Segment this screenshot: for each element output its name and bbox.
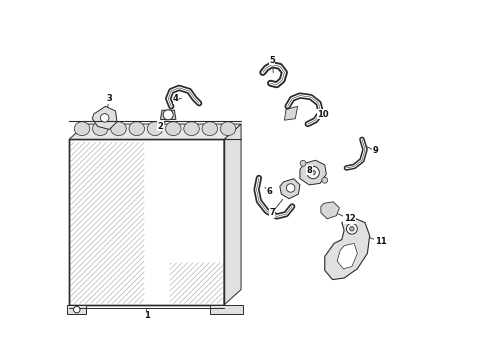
- Circle shape: [322, 177, 328, 183]
- Polygon shape: [337, 243, 357, 269]
- Circle shape: [307, 166, 319, 179]
- Polygon shape: [68, 305, 86, 314]
- Ellipse shape: [166, 122, 181, 136]
- Text: 3: 3: [106, 94, 112, 103]
- Text: 11: 11: [375, 237, 387, 246]
- Text: 5: 5: [269, 56, 275, 65]
- Text: 8: 8: [306, 166, 312, 175]
- Polygon shape: [224, 124, 241, 305]
- Polygon shape: [300, 160, 326, 185]
- Polygon shape: [92, 106, 117, 130]
- Text: 7: 7: [269, 208, 275, 217]
- Text: 1: 1: [144, 311, 149, 320]
- Polygon shape: [210, 305, 243, 314]
- Circle shape: [286, 184, 295, 192]
- Ellipse shape: [147, 122, 163, 136]
- Ellipse shape: [93, 122, 108, 136]
- Ellipse shape: [220, 122, 236, 136]
- Text: 9: 9: [372, 147, 378, 156]
- Circle shape: [74, 306, 80, 313]
- Circle shape: [163, 110, 173, 120]
- Polygon shape: [69, 139, 224, 305]
- Circle shape: [346, 223, 357, 234]
- Polygon shape: [280, 179, 300, 199]
- Polygon shape: [321, 202, 340, 219]
- Polygon shape: [160, 110, 176, 120]
- Text: 10: 10: [318, 109, 329, 118]
- Text: 2: 2: [157, 122, 163, 131]
- Polygon shape: [325, 218, 369, 280]
- Ellipse shape: [129, 122, 145, 136]
- Polygon shape: [285, 106, 297, 120]
- Polygon shape: [69, 124, 241, 139]
- Text: 6: 6: [266, 186, 272, 195]
- Ellipse shape: [202, 122, 218, 136]
- Text: 12: 12: [343, 214, 355, 223]
- Circle shape: [300, 161, 306, 166]
- Text: 4: 4: [173, 94, 179, 103]
- Bar: [71, 141, 144, 303]
- Ellipse shape: [74, 122, 90, 136]
- Ellipse shape: [184, 122, 199, 136]
- Circle shape: [349, 226, 354, 231]
- Circle shape: [311, 170, 316, 175]
- Circle shape: [100, 114, 109, 122]
- Ellipse shape: [111, 122, 126, 136]
